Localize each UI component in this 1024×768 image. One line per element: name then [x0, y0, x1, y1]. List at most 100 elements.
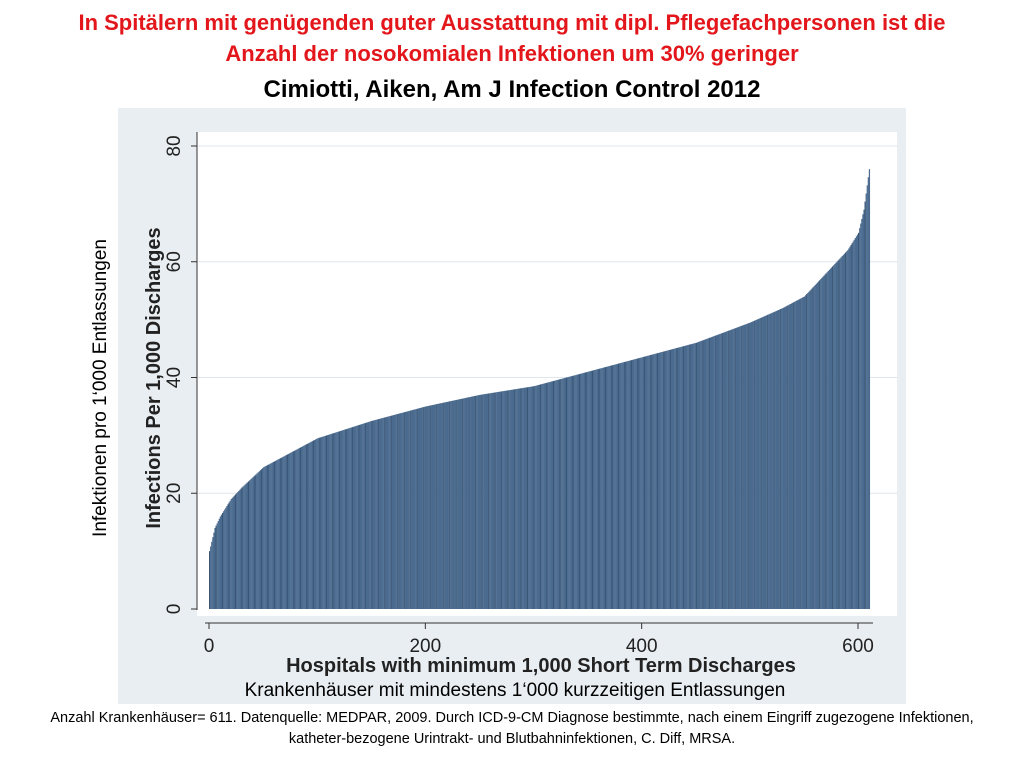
bar — [312, 440, 315, 609]
bar — [858, 232, 860, 609]
bar — [490, 393, 492, 609]
bar — [285, 455, 288, 609]
chart-title-line1: In Spitälern mit genügenden guter Aussta… — [78, 10, 946, 35]
bar — [452, 400, 454, 609]
bar — [755, 320, 757, 609]
bar — [615, 364, 617, 609]
bar — [358, 425, 360, 609]
bar — [327, 434, 330, 609]
bar — [851, 243, 853, 610]
bar — [467, 397, 469, 609]
bar — [733, 328, 735, 609]
chart-title-line2: Anzahl der nosokomialen Infektionen um 3… — [225, 41, 799, 66]
bar — [323, 436, 325, 609]
bar — [442, 402, 444, 609]
bar — [675, 348, 677, 609]
bar — [316, 438, 318, 609]
bar — [741, 325, 743, 609]
bar — [645, 356, 648, 609]
bar — [340, 430, 343, 609]
y-axis-title-german: Infektionen pro 1‘000 Entlassungen — [90, 239, 111, 537]
bar — [471, 396, 474, 609]
bar — [575, 374, 577, 609]
bar — [534, 385, 536, 609]
bar — [244, 484, 246, 609]
bar — [719, 333, 721, 609]
bar — [451, 400, 453, 609]
footnote: Anzahl Krankenhäuser= 611. Datenquelle: … — [50, 710, 974, 747]
y-tick-label: 20 — [164, 483, 185, 504]
bar — [613, 364, 615, 609]
bar — [520, 388, 522, 609]
bar — [769, 313, 771, 609]
bar — [366, 422, 369, 609]
bar — [573, 375, 575, 609]
bar — [448, 401, 450, 609]
bar — [588, 371, 590, 609]
bar — [715, 335, 717, 609]
bar — [764, 315, 767, 609]
bar — [324, 435, 326, 609]
bar — [748, 322, 750, 609]
bar — [349, 427, 351, 609]
bar — [429, 405, 431, 609]
bar — [463, 398, 465, 609]
bar — [745, 324, 747, 609]
bar — [530, 386, 532, 609]
bar — [665, 350, 667, 609]
bar — [499, 391, 502, 609]
bar — [724, 331, 727, 609]
bar — [240, 488, 242, 609]
bar — [333, 433, 335, 609]
bar — [293, 451, 295, 609]
bar — [281, 457, 283, 609]
bar — [705, 339, 707, 609]
bar — [342, 430, 344, 609]
bar — [867, 177, 869, 609]
bar — [604, 367, 607, 609]
bar — [671, 349, 674, 609]
bar — [402, 412, 404, 609]
bar — [397, 413, 399, 609]
bar — [422, 407, 424, 609]
bar — [758, 318, 760, 609]
bar — [563, 378, 566, 609]
bar — [395, 414, 397, 609]
bar — [704, 339, 706, 609]
bar — [370, 421, 372, 609]
bar — [823, 275, 825, 609]
bar — [668, 350, 670, 609]
bar — [263, 467, 265, 609]
bar — [847, 250, 849, 609]
bar — [775, 310, 778, 609]
bar — [811, 288, 813, 609]
bar — [633, 359, 635, 609]
bar — [498, 391, 501, 609]
bar — [639, 357, 641, 609]
bar — [425, 406, 427, 609]
bar — [307, 443, 309, 609]
chart-subtitle: Cimiotti, Aiken, Am J Infection Control … — [263, 76, 761, 103]
bar — [364, 422, 366, 609]
bar — [411, 410, 413, 609]
bar — [289, 453, 291, 609]
bar — [217, 521, 219, 609]
bar — [607, 366, 609, 609]
bar — [509, 390, 511, 609]
bar — [353, 426, 356, 609]
bar — [767, 314, 769, 609]
bar — [229, 500, 231, 609]
bar — [454, 400, 456, 609]
bar — [271, 462, 273, 609]
bar — [840, 257, 842, 609]
x-axis-title: Hospitals with minimum 1,000 Short Term … — [286, 655, 796, 677]
bar — [393, 414, 396, 609]
bar — [812, 287, 814, 609]
bar — [644, 356, 647, 609]
bar — [357, 425, 359, 609]
bar — [772, 312, 774, 609]
bar — [688, 344, 690, 609]
bar — [436, 404, 438, 609]
bar — [861, 218, 863, 610]
bar — [226, 505, 228, 609]
